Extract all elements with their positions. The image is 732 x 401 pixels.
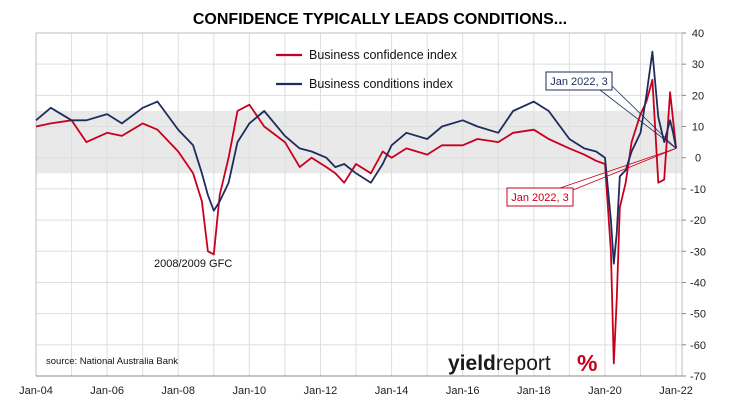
y-tick-label: 0	[695, 153, 701, 165]
chart-title: CONFIDENCE TYPICALLY LEADS CONDITIONS...	[193, 11, 567, 28]
logo-text-bold: yield	[448, 352, 496, 375]
shaded-band	[36, 110, 682, 174]
y-tick-label: 20	[692, 90, 704, 102]
x-tick-label: Jan-18	[517, 385, 551, 397]
x-axis: Jan-04 Jan-06 Jan-08 Jan-10 Jan-12 Jan-14 Jan-…	[19, 385, 693, 397]
callout-leader-confidence-b	[559, 147, 677, 189]
callout-label-conditions: Jan 2022, 3	[550, 76, 608, 88]
grid	[35, 32, 682, 377]
x-tick-label: Jan-06	[90, 385, 124, 397]
y-tick-label: -50	[690, 309, 706, 321]
x-tick-label: Jan-12	[304, 385, 338, 397]
y-tick-label: 10	[692, 122, 704, 134]
callout-leader-conditions-b	[599, 89, 677, 149]
series-lines	[35, 50, 677, 365]
annotations: 2008/2009 GFC Jan 2022, 3 Jan 2022, 3	[154, 71, 677, 270]
y-tick-label: 30	[692, 59, 704, 71]
callout-label-confidence: Jan 2022, 3	[511, 192, 569, 204]
series-line-confidence	[35, 78, 677, 365]
y-axis: 40 30 20 10 0 -10 -20 -30 -40 -50 -60 -70	[682, 28, 706, 383]
logo-text-regular: report	[496, 352, 551, 375]
y-tick-label: -60	[690, 340, 706, 352]
x-tick-label: Jan-08	[161, 385, 195, 397]
x-tick-label: Jan-14	[375, 385, 409, 397]
legend: Business confidence index Business condi…	[276, 48, 458, 91]
logo-wordmark: yieldreport	[448, 352, 551, 375]
source-note: source: National Australia Bank	[46, 356, 178, 367]
callout-box-confidence	[506, 187, 574, 207]
yieldreport-logo: yieldreport %	[448, 350, 597, 376]
annotation-gfc: 2008/2009 GFC	[154, 258, 232, 270]
y-tick-label: -30	[690, 246, 706, 258]
x-tick-label: Jan-16	[446, 385, 480, 397]
legend-label-confidence: Business confidence index	[309, 48, 458, 62]
y-tick-label: -70	[690, 371, 706, 383]
series-line-conditions	[35, 50, 677, 265]
legend-label-conditions: Business conditions index	[309, 77, 454, 91]
x-tick-label: Jan-04	[19, 385, 53, 397]
x-tick-label: Jan-10	[233, 385, 267, 397]
callout-box-conditions	[545, 71, 613, 91]
y-tick-label: -40	[690, 277, 706, 289]
y-tick-label: 40	[692, 28, 704, 40]
x-tick-label: Jan-20	[588, 385, 622, 397]
y-tick-label: -10	[690, 184, 706, 196]
logo-percent-symbol: %	[577, 350, 597, 376]
y-tick-label: -20	[690, 215, 706, 227]
callout-leader-conditions-a	[611, 85, 677, 149]
callout-leader-confidence-a	[572, 148, 677, 191]
x-tick-label: Jan-22	[659, 385, 693, 397]
